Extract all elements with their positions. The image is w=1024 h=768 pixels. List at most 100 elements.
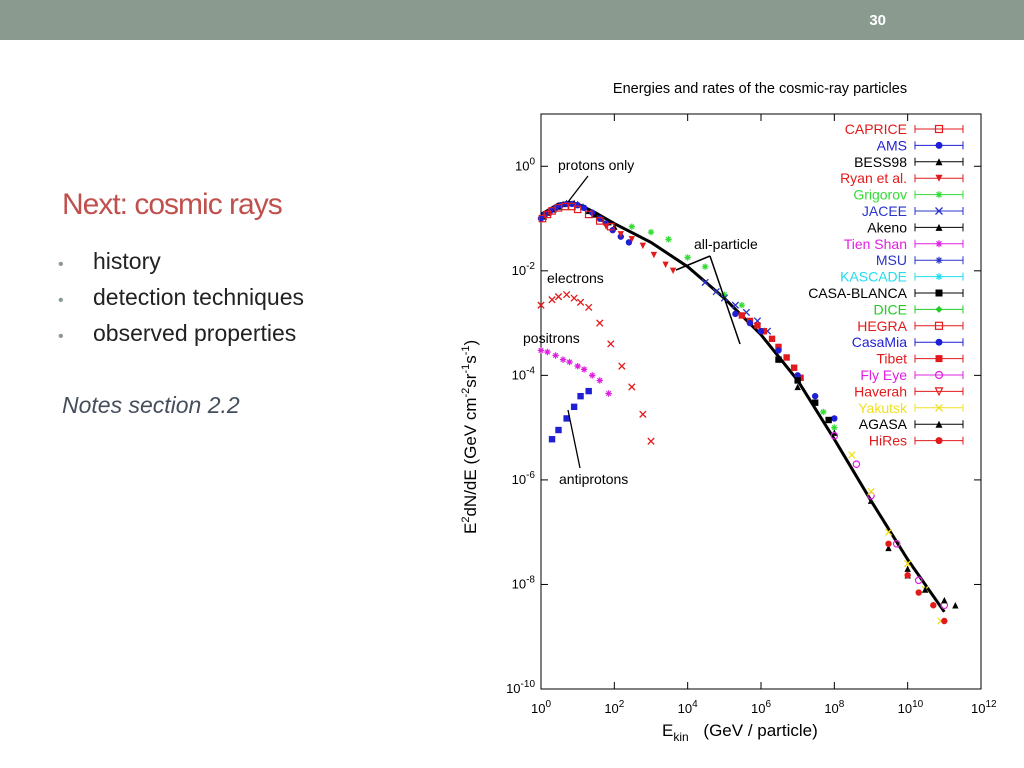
annotation-protons-only: protons only <box>558 157 634 173</box>
data-point <box>563 415 570 422</box>
data-point <box>775 347 782 354</box>
x-tick-label: 104 <box>678 699 698 716</box>
data-point <box>580 204 588 212</box>
series-ryan-et-al- <box>602 223 677 275</box>
data-point <box>731 301 740 309</box>
data-point <box>783 354 790 361</box>
data-point <box>537 347 545 354</box>
data-point <box>570 403 578 411</box>
data-point <box>825 416 832 424</box>
legend-item: Akeno <box>867 219 964 235</box>
legend-marker <box>935 289 943 297</box>
legend-label: AGASA <box>859 416 908 432</box>
data-point <box>585 387 592 395</box>
legend-label: Haverah <box>854 383 907 399</box>
legend-marker <box>935 223 943 231</box>
data-point <box>538 214 547 223</box>
legend-item: JACEE <box>862 203 964 219</box>
data-point <box>568 200 576 208</box>
legend-label: CasaMia <box>852 334 907 350</box>
data-point <box>607 340 615 348</box>
legend-marker <box>935 240 943 248</box>
data-point <box>738 312 746 319</box>
legend-marker <box>935 420 943 428</box>
data-point <box>721 291 728 298</box>
y-tick-label: 10-8 <box>512 574 536 591</box>
series-casamia <box>732 310 838 422</box>
data-point <box>618 362 626 370</box>
legend-label: CAPRICE <box>845 121 907 137</box>
data-point <box>746 319 754 327</box>
x-tick-label: 1010 <box>898 699 924 716</box>
data-point <box>561 202 569 211</box>
x-axis-ticks: 100 102 104 106 108 1010 1012 <box>531 114 997 716</box>
legend-marker <box>934 370 944 380</box>
data-point <box>591 211 599 218</box>
y-tick-label: 10-2 <box>512 261 536 278</box>
data-point <box>628 383 636 391</box>
legend-marker <box>935 403 943 412</box>
series-hires <box>885 540 948 625</box>
x-tick-label: 100 <box>531 699 551 716</box>
legend-item: BESS98 <box>854 154 964 170</box>
bullet-item: • observed properties <box>58 318 304 354</box>
series-casa-blanca <box>775 356 832 424</box>
data-point <box>662 261 669 269</box>
data-point <box>684 254 691 261</box>
data-point <box>570 294 578 302</box>
legend-item: MSU <box>876 252 964 268</box>
legend-label: KASCADE <box>840 269 907 285</box>
data-point <box>848 451 856 459</box>
data-point <box>952 602 959 609</box>
legend-marker <box>935 437 943 445</box>
x-axis-label: Ekin (GeV / particle) <box>662 721 818 744</box>
bullet-dot-icon: • <box>58 256 64 273</box>
legend-item: Grigorov <box>853 187 964 203</box>
data-point <box>775 356 782 363</box>
notes-reference: Notes section 2.2 <box>62 392 240 418</box>
data-point <box>625 239 633 246</box>
data-point <box>904 559 912 568</box>
y-tick-label: 10-4 <box>512 365 536 382</box>
series-positrons <box>537 347 612 397</box>
data-point <box>584 210 593 219</box>
legend-label: Grigorov <box>853 187 907 203</box>
y-axis-label: E2dN/dE (GeV cm-2sr-1s-1) <box>460 340 480 534</box>
x-tick-label: 106 <box>751 699 771 716</box>
data-point <box>831 415 838 422</box>
data-point <box>794 372 801 379</box>
bullet-text: detection techniques <box>93 284 304 310</box>
slide-number: 30 <box>869 12 886 29</box>
data-point <box>595 217 604 225</box>
data-point <box>639 410 647 418</box>
legend-marker <box>934 321 944 330</box>
y-tick-label: 10-10 <box>506 679 535 696</box>
data-point <box>921 586 929 593</box>
annotation-electrons: electrons <box>547 270 604 286</box>
data-point <box>562 290 571 299</box>
data-point <box>576 298 585 306</box>
data-point <box>867 487 875 496</box>
data-point <box>602 223 610 230</box>
data-point <box>548 296 556 304</box>
data-point <box>617 231 624 238</box>
data-point <box>554 293 563 301</box>
cosmic-ray-chart: Energies and rates of the cosmic-ray par… <box>440 72 1020 762</box>
data-point <box>566 358 573 366</box>
data-point <box>738 301 746 309</box>
chart-svg: Energies and rates of the cosmic-ray par… <box>460 81 997 744</box>
legend-marker <box>934 387 944 397</box>
data-point <box>552 352 559 359</box>
data-point <box>811 392 819 400</box>
legend-label: DICE <box>874 301 907 317</box>
legend-item: DICE <box>874 301 964 317</box>
data-point <box>941 596 948 604</box>
y-tick-label: 10-6 <box>512 470 536 487</box>
chart-title: Energies and rates of the cosmic-ray par… <box>613 81 907 97</box>
bullet-dot-icon: • <box>58 328 64 345</box>
plot-frame <box>540 113 982 690</box>
legend-label: AMS <box>877 137 907 153</box>
legend-marker <box>935 207 943 215</box>
legend-item: Ryan et al. <box>840 170 964 186</box>
data-point <box>830 431 839 440</box>
